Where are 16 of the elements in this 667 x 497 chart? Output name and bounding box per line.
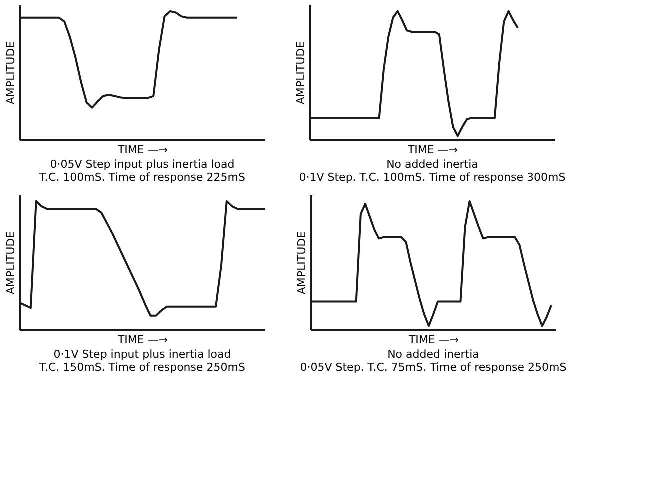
x-axis-title: TIME —→ bbox=[406, 144, 458, 156]
text: 0·1V Step. T.C. 100mS. Time of response 300mS bbox=[299, 171, 566, 184]
y-axis-title: AMPLITUDE bbox=[294, 41, 308, 105]
text: 0·05V Step. T.C. 75mS. Time of response 250mS bbox=[300, 361, 567, 374]
x-axis-title: TIME —→ bbox=[408, 334, 460, 346]
text: 0·05V Step input plus inertia load bbox=[50, 158, 235, 171]
text: T.C. 100mS. Time of response 225mS bbox=[38, 171, 246, 184]
y-axis-title: AMPLITUDE bbox=[4, 41, 18, 105]
text: No added inertia bbox=[388, 348, 480, 361]
text: No added inertia bbox=[386, 158, 478, 171]
x-axis-title: TIME —→ bbox=[116, 334, 168, 346]
y-axis-title: AMPLITUDE bbox=[4, 231, 18, 295]
text: T.C. 150mS. Time of response 250mS bbox=[38, 361, 246, 374]
y-axis-title: AMPLITUDE bbox=[296, 231, 308, 295]
x-axis-title: TIME —→ bbox=[116, 144, 168, 156]
text: 0·1V Step input plus inertia load bbox=[54, 348, 232, 361]
